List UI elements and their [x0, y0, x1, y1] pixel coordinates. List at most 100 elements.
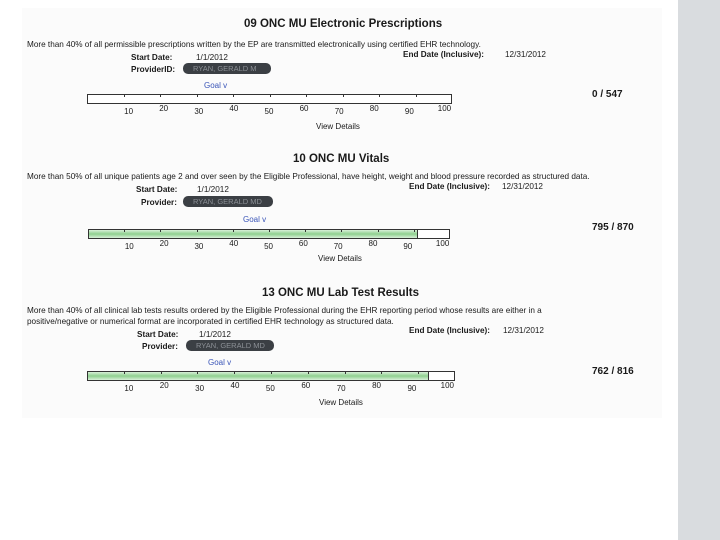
provider-label: Provider: — [142, 342, 178, 351]
provider-label: ProviderID: — [131, 65, 176, 74]
measure-description: More than 40% of all permissible prescri… — [27, 40, 481, 49]
scale-label: 10 — [124, 242, 134, 251]
scale-label: 20 — [159, 381, 169, 390]
scale-tick — [381, 371, 383, 374]
provider-redacted-value: RYAN, GERALD M — [183, 63, 271, 74]
scale-tick — [160, 94, 161, 97]
start-date-value: 1/1/2012 — [199, 330, 231, 339]
scale-tick — [233, 94, 234, 97]
measure-ratio: 762 / 816 — [592, 366, 634, 377]
end-date-value: 12/31/2012 — [505, 50, 546, 59]
measure-ratio: 795 / 870 — [592, 222, 634, 233]
end-date-label: End Date (Inclusive): — [409, 326, 490, 335]
measure-title: 09 ONC MU Electronic Prescriptions — [244, 18, 443, 30]
scale-label: 90 — [407, 384, 417, 393]
measure-description-line-2: positive/negative or numerical format ar… — [27, 317, 394, 326]
scale-tick — [160, 229, 162, 232]
scale-label: 70 — [333, 242, 343, 251]
report-page — [22, 8, 662, 418]
progress-fill — [89, 230, 418, 238]
scale-tick — [269, 229, 270, 232]
scale-label: 80 — [369, 104, 379, 113]
start-date-label: Start Date: — [136, 185, 178, 194]
goal-link[interactable]: Goal v — [204, 81, 228, 90]
scale-label: 70 — [334, 107, 344, 116]
scale-tick — [232, 229, 234, 232]
scale-tick — [160, 371, 162, 374]
provider-redacted-value: RYAN, GERALD MD — [186, 340, 274, 351]
scale-tick — [123, 94, 125, 97]
scale-label: 40 — [229, 239, 239, 248]
scale-label: 40 — [230, 381, 240, 390]
measure-title: 13 ONC MU Lab Test Results — [262, 287, 419, 299]
scale-label: 30 — [195, 384, 205, 393]
progress-fill — [88, 372, 430, 380]
provider-label: Provider: — [141, 198, 177, 207]
scale-tick — [306, 94, 307, 97]
measure-vitals: 10 ONC MU Vitals More than 50% of all un… — [27, 153, 634, 263]
scale-tick — [123, 371, 125, 374]
scale-label: 10 — [124, 384, 134, 393]
scale-label: 80 — [368, 239, 378, 248]
scale-tick — [305, 229, 307, 232]
end-date-value: 12/31/2012 — [502, 182, 543, 191]
scale-tick — [197, 371, 199, 374]
goal-link[interactable]: Goal v — [208, 358, 232, 367]
scale-tick — [341, 229, 343, 232]
measure-lab-test-results: 13 ONC MU Lab Test Results More than 40%… — [27, 287, 634, 407]
end-date-value: 12/31/2012 — [503, 326, 544, 335]
scale-label: 20 — [159, 104, 169, 113]
scale-label: 100 — [440, 381, 454, 390]
scale-label: 10 — [124, 107, 134, 116]
goal-link[interactable]: Goal v — [243, 215, 267, 224]
scale-label: 80 — [372, 381, 381, 390]
view-details-link[interactable]: View Details — [318, 254, 362, 263]
scale-label: 50 — [264, 107, 274, 116]
start-date-label: Start Date: — [131, 53, 173, 62]
progress-scale: 10 20 30 40 50 60 70 80 90 100 — [87, 94, 452, 116]
scale-label: 40 — [229, 104, 239, 113]
scale-tick — [418, 371, 420, 374]
scale-tick — [344, 371, 346, 374]
scale-label: 100 — [437, 104, 452, 113]
measure-electronic-prescriptions: 09 ONC MU Electronic Prescriptions More … — [0, 0, 720, 140]
scale-tick — [124, 229, 126, 232]
scale-label: 30 — [194, 242, 204, 251]
scale-label: 50 — [264, 242, 273, 251]
scale-tick — [307, 371, 309, 374]
measure-description-line-1: More than 40% of all clinical lab tests … — [27, 306, 542, 315]
provider-redacted-value: RYAN, GERALD MD — [183, 196, 273, 207]
measure-ratio: 0 / 547 — [592, 89, 623, 100]
scale-label: 60 — [299, 104, 309, 113]
end-date-label: End Date (Inclusive): — [403, 50, 484, 59]
scale-label: 20 — [159, 239, 169, 248]
scale-label: 60 — [301, 381, 311, 390]
progress-scale: 10 20 30 40 50 60 70 80 90 100 — [88, 229, 450, 251]
scale-tick — [234, 371, 236, 374]
right-sidebar-panel — [678, 0, 720, 540]
measure-title: 10 ONC MU Vitals — [293, 153, 390, 165]
scale-tick — [377, 229, 379, 232]
start-date-value: 1/1/2012 — [196, 53, 228, 62]
scale-tick — [379, 94, 380, 97]
progress-scale: 10 20 30 40 50 60 70 80 90 100 — [87, 371, 455, 393]
scale-label: 30 — [194, 107, 204, 116]
measure-description: More than 50% of all unique patients age… — [27, 172, 590, 181]
scale-label: 60 — [298, 239, 308, 248]
scale-label: 90 — [404, 107, 414, 116]
start-date-label: Start Date: — [137, 330, 179, 339]
scale-tick — [271, 371, 272, 374]
scale-tick — [415, 94, 417, 97]
start-date-value: 1/1/2012 — [197, 185, 229, 194]
scale-tick — [342, 94, 344, 97]
scale-label: 70 — [336, 384, 346, 393]
view-details-link[interactable]: View Details — [319, 398, 363, 407]
scale-label: 100 — [435, 239, 450, 248]
end-date-label: End Date (Inclusive): — [409, 182, 490, 191]
scale-tick — [196, 94, 198, 97]
scale-tick — [413, 229, 415, 232]
scale-label: 50 — [265, 384, 275, 393]
scale-tick — [269, 94, 271, 97]
scale-label: 90 — [403, 242, 413, 251]
view-details-link[interactable]: View Details — [316, 122, 360, 131]
